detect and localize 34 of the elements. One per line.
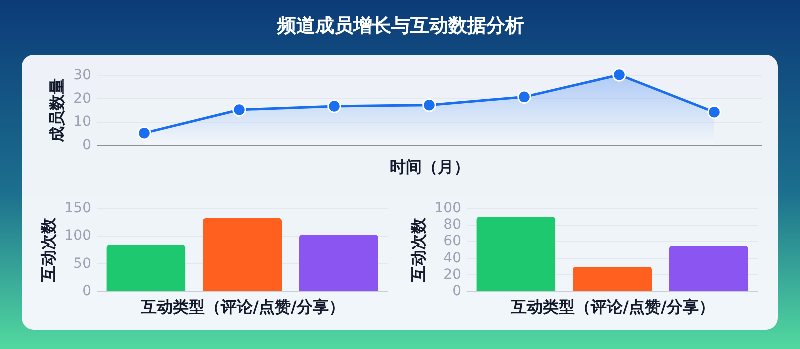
point — [138, 126, 152, 140]
y-tick-label: 0 — [82, 284, 92, 300]
y-tick-label: 0 — [452, 284, 462, 300]
point — [232, 103, 246, 117]
y-axis-title: 互动次数 — [408, 217, 428, 283]
y-tick-label: 150 — [64, 200, 92, 216]
x-axis-title: 互动类型（评论/点赞/分享） — [140, 298, 345, 316]
y-axis-title: 互动次数 — [38, 217, 58, 283]
bar — [669, 246, 748, 291]
bar — [572, 266, 652, 291]
y-tick-label: 100 — [434, 200, 462, 216]
y-tick-label: 30 — [74, 68, 92, 84]
y-axis-title: 成员数量 — [48, 78, 67, 144]
y-tick-label: 80 — [444, 217, 462, 234]
bar — [106, 245, 186, 291]
point — [422, 98, 436, 112]
bar — [476, 217, 556, 291]
point — [328, 100, 342, 114]
x-axis-title: 互动类型（评论/点赞/分享） — [510, 298, 715, 316]
point — [612, 68, 626, 82]
bar — [299, 235, 378, 291]
chart-title: 频道成员增长与互动数据分析 — [276, 14, 525, 37]
point — [518, 90, 532, 104]
y-tick-label: 20 — [74, 90, 92, 107]
y-tick-label: 20 — [444, 266, 462, 283]
point — [708, 105, 722, 120]
bar — [202, 218, 282, 291]
y-tick-label: 0 — [82, 138, 92, 154]
y-tick-label: 60 — [444, 234, 462, 250]
y-tick-label: 100 — [64, 228, 92, 244]
x-axis-title: 时间（月） — [390, 158, 470, 176]
y-tick-label: 10 — [74, 114, 92, 130]
y-tick-label: 40 — [444, 250, 462, 266]
y-tick-label: 50 — [74, 256, 92, 272]
